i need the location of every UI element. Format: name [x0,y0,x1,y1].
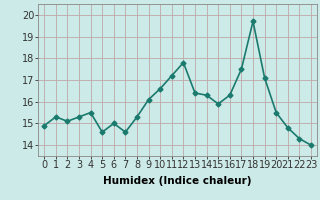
X-axis label: Humidex (Indice chaleur): Humidex (Indice chaleur) [103,176,252,186]
